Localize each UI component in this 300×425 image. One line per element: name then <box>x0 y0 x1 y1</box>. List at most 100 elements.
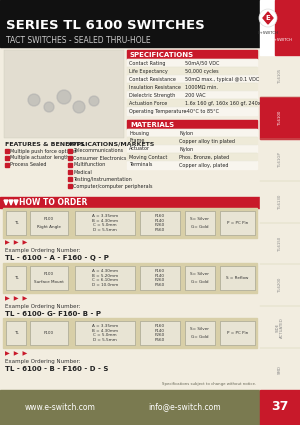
Text: TL: TL <box>14 221 18 225</box>
Bar <box>127 50 257 59</box>
Text: C = 5.0mm: C = 5.0mm <box>93 224 117 227</box>
Text: ▶  ▶  ▶: ▶ ▶ ▶ <box>5 296 27 301</box>
Bar <box>6 321 26 345</box>
Text: F160: F160 <box>155 269 165 273</box>
Bar <box>220 321 255 345</box>
Bar <box>127 67 257 75</box>
Text: S = Reflow: S = Reflow <box>226 276 249 280</box>
Text: F140: F140 <box>155 329 165 333</box>
Text: Telecommunications: Telecommunications <box>73 148 123 153</box>
Circle shape <box>89 96 99 106</box>
Bar <box>127 161 257 169</box>
Text: C = 5.0mm: C = 5.0mm <box>93 333 117 337</box>
Bar <box>6 266 26 290</box>
Text: TL - 6100 - B - F160 - D - S: TL - 6100 - B - F160 - D - S <box>5 366 108 372</box>
Bar <box>0 197 260 208</box>
Text: Phos. Bronze, plated: Phos. Bronze, plated <box>179 155 229 159</box>
Text: APPLICATIONS/MARKETS: APPLICATIONS/MARKETS <box>68 142 155 147</box>
Polygon shape <box>9 200 13 205</box>
Text: C = 6.10mm: C = 6.10mm <box>92 278 118 282</box>
Bar <box>127 137 257 145</box>
Text: Surface Mount: Surface Mount <box>34 280 64 284</box>
Text: TL61GP: TL61GP <box>278 152 282 167</box>
Bar <box>185 266 215 290</box>
Text: TL: TL <box>14 331 18 335</box>
Bar <box>30 321 68 345</box>
Text: Specifications subject to change without notice.: Specifications subject to change without… <box>162 382 256 386</box>
Text: SPECIFICATIONS: SPECIFICATIONS <box>130 51 194 57</box>
Text: Actuation Force: Actuation Force <box>129 100 167 105</box>
Text: ▶  ▶  ▶: ▶ ▶ ▶ <box>5 351 27 356</box>
Bar <box>0 0 260 47</box>
Bar <box>140 266 180 290</box>
Bar <box>220 266 255 290</box>
Bar <box>260 97 300 139</box>
Text: 1.6x 160 gf, 160x 160 gf, 240x 160 gf, 160x 100 gf: 1.6x 160 gf, 160x 160 gf, 240x 160 gf, 1… <box>185 100 300 105</box>
Text: Housing: Housing <box>129 130 149 136</box>
Text: Copper alloy, plated: Copper alloy, plated <box>179 162 229 167</box>
Text: Example Ordering Number:: Example Ordering Number: <box>5 359 80 364</box>
Bar <box>75 321 135 345</box>
Text: F160: F160 <box>155 214 165 218</box>
Text: F560: F560 <box>155 338 165 342</box>
Bar <box>3 263 257 293</box>
Text: Consumer Electronics: Consumer Electronics <box>73 156 126 161</box>
Text: S= Silver: S= Silver <box>190 272 209 276</box>
Text: Life Expectancy: Life Expectancy <box>129 68 168 74</box>
Text: F160: F160 <box>155 324 165 328</box>
Text: F260: F260 <box>155 278 165 282</box>
Polygon shape <box>14 200 18 205</box>
Bar <box>0 47 260 390</box>
Text: SIDE
ACTUATED: SIDE ACTUATED <box>276 317 284 337</box>
Text: TACT SWITCHES - SEALED THRU-HOLE: TACT SWITCHES - SEALED THRU-HOLE <box>6 36 151 45</box>
Text: TL - 6100- G- F160- B - P: TL - 6100- G- F160- B - P <box>5 311 101 317</box>
Text: F100: F100 <box>44 217 54 221</box>
Bar <box>185 211 215 235</box>
Text: TL6100: TL6100 <box>278 110 282 125</box>
Text: F260: F260 <box>155 333 165 337</box>
Text: Nylon: Nylon <box>179 130 193 136</box>
Text: D = 5.5mm: D = 5.5mm <box>93 228 117 232</box>
Text: www.e-switch.com: www.e-switch.com <box>25 402 95 411</box>
Text: Right Angle: Right Angle <box>37 225 61 229</box>
Bar <box>3 318 257 348</box>
Text: Contact Rating: Contact Rating <box>129 60 166 65</box>
Text: Frame: Frame <box>129 139 144 144</box>
Bar <box>260 0 300 55</box>
Text: F140: F140 <box>155 218 165 223</box>
Bar <box>127 91 257 99</box>
Text: B = 4.30mm: B = 4.30mm <box>92 218 118 223</box>
Text: Multiple push force options: Multiple push force options <box>10 148 76 153</box>
Text: S= Silver: S= Silver <box>190 217 209 221</box>
Text: Contact Resistance: Contact Resistance <box>129 76 176 82</box>
Bar <box>0 390 260 425</box>
Text: E+SWITCH: E+SWITCH <box>272 38 292 42</box>
Bar <box>4 50 124 138</box>
Text: Moving Contact: Moving Contact <box>129 155 167 159</box>
Text: MATERIALS: MATERIALS <box>130 122 174 127</box>
Text: Multiple actuator lengths: Multiple actuator lengths <box>10 156 72 161</box>
Text: HOW TO ORDER: HOW TO ORDER <box>19 198 87 207</box>
Bar <box>68 149 71 153</box>
Polygon shape <box>4 200 8 205</box>
Text: F560: F560 <box>155 228 165 232</box>
Text: E: E <box>266 15 270 21</box>
Text: Process Sealed: Process Sealed <box>10 162 46 167</box>
Text: G= Gold: G= Gold <box>191 280 209 284</box>
Bar <box>260 55 300 390</box>
Text: P = PC Pin: P = PC Pin <box>227 331 248 335</box>
Text: A = 3.35mm: A = 3.35mm <box>92 214 118 218</box>
Bar <box>30 211 68 235</box>
Text: A = 4.30mm: A = 4.30mm <box>92 269 118 273</box>
Text: SERIES TL 6100 SWITCHES: SERIES TL 6100 SWITCHES <box>6 19 205 31</box>
Polygon shape <box>263 12 273 24</box>
Text: Dielectric Strength: Dielectric Strength <box>129 93 175 97</box>
Circle shape <box>57 90 71 104</box>
Text: 1000MΩ min.: 1000MΩ min. <box>185 85 218 90</box>
Text: Multifunction: Multifunction <box>73 162 105 167</box>
Bar <box>127 59 257 67</box>
Circle shape <box>259 9 277 27</box>
Text: info@e-switch.com: info@e-switch.com <box>149 402 221 411</box>
Text: F100: F100 <box>44 331 54 335</box>
Text: G= Gold: G= Gold <box>191 335 209 339</box>
